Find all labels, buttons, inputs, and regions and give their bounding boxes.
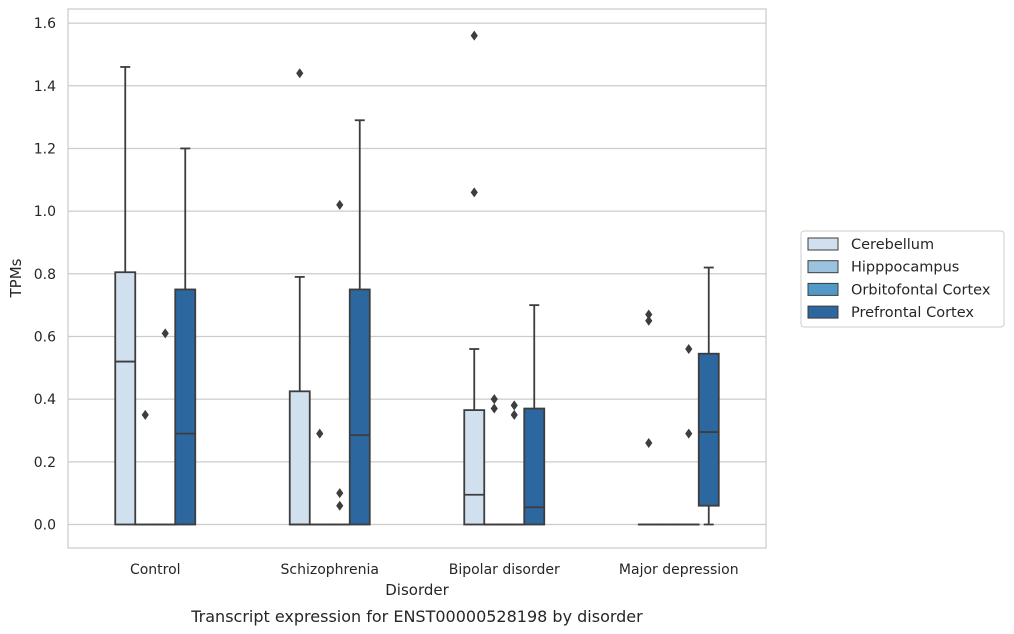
- x-tick-label: Control: [130, 562, 181, 578]
- box-0-2: [154, 328, 177, 526]
- grid-lines: [68, 22, 766, 526]
- outlier-point: [490, 394, 498, 405]
- y-tick-label: 1.0: [34, 204, 56, 220]
- box-1-2: [328, 199, 351, 526]
- outlier-point: [336, 488, 344, 499]
- x-tick-label: Schizophrenia: [281, 562, 379, 578]
- legend-label: Orbitofontal Cortex: [851, 282, 991, 298]
- legend-label: Prefrontal Cortex: [851, 305, 974, 321]
- outlier-point: [645, 315, 653, 326]
- box-body: [174, 288, 197, 526]
- x-tick-label: Bipolar disorder: [449, 562, 560, 578]
- outlier-point: [296, 68, 304, 79]
- x-axis-title: Disorder: [385, 581, 449, 599]
- outlier-point: [645, 309, 653, 320]
- box-body: [114, 271, 137, 526]
- y-tick-label: 0.0: [34, 517, 56, 533]
- outlier-point: [510, 409, 518, 420]
- y-tick-label: 0.6: [34, 329, 56, 345]
- y-tick-label: 1.4: [34, 79, 56, 95]
- outlier-point: [490, 403, 498, 414]
- legend-label: Hipppocampus: [851, 260, 959, 276]
- box-2-3: [523, 304, 546, 526]
- box-body: [523, 407, 546, 526]
- box-2-0: [463, 30, 486, 526]
- box-0-0: [114, 66, 137, 526]
- outlier-point: [316, 428, 324, 439]
- box-1-0: [288, 68, 311, 526]
- legend-swatch: [807, 305, 839, 319]
- box-3-3: [697, 266, 720, 526]
- y-axis-title: TPMs: [7, 258, 25, 298]
- plot-frame: [67, 8, 767, 549]
- box-1-3: [348, 119, 371, 526]
- outlier-point: [685, 428, 693, 439]
- box-3-0: [637, 309, 660, 526]
- box-3-2: [677, 344, 700, 526]
- box-2-1: [483, 394, 506, 526]
- box-body: [348, 288, 371, 526]
- y-tick-label: 1.6: [34, 16, 56, 32]
- legend-swatch: [807, 260, 839, 274]
- box-0-3: [174, 147, 197, 526]
- box-2-2: [503, 400, 526, 526]
- y-tick-label: 0.2: [34, 455, 56, 471]
- box-body: [463, 409, 486, 526]
- y-tick-labels: 0.0 0.2 0.4 0.6 0.8 1.0 1.2 1.4 1.6: [34, 16, 56, 533]
- outlier-point: [141, 409, 149, 420]
- x-tick-label: Major depression: [619, 562, 739, 578]
- outlier-point: [161, 328, 169, 339]
- x-tick-labels: Control Schizophrenia Bipolar disorder Majo…: [130, 562, 739, 578]
- legend-label: Cerebellum: [851, 237, 934, 253]
- outlier-point: [645, 438, 653, 449]
- outlier-point: [470, 30, 478, 41]
- box-body: [697, 352, 720, 507]
- outlier-point: [336, 500, 344, 511]
- box-0-1: [134, 409, 157, 526]
- outlier-point: [685, 344, 693, 355]
- box-body: [288, 390, 311, 526]
- legend-frame: [800, 230, 1005, 328]
- legend-swatch: [807, 237, 839, 251]
- legend-swatch: [807, 282, 839, 296]
- y-tick-label: 0.4: [34, 392, 56, 408]
- chart-caption: Transcript expression for ENST0000052819…: [190, 607, 643, 626]
- y-tick-label: 1.2: [34, 141, 56, 157]
- boxes: [114, 30, 720, 526]
- legend: Cerebellum Hipppocampus Orbitofontal Corte…: [800, 230, 1005, 328]
- box-1-1: [308, 428, 331, 526]
- outlier-point: [470, 187, 478, 198]
- outlier-point: [510, 400, 518, 411]
- y-tick-label: 0.8: [34, 267, 56, 283]
- outlier-point: [336, 199, 344, 210]
